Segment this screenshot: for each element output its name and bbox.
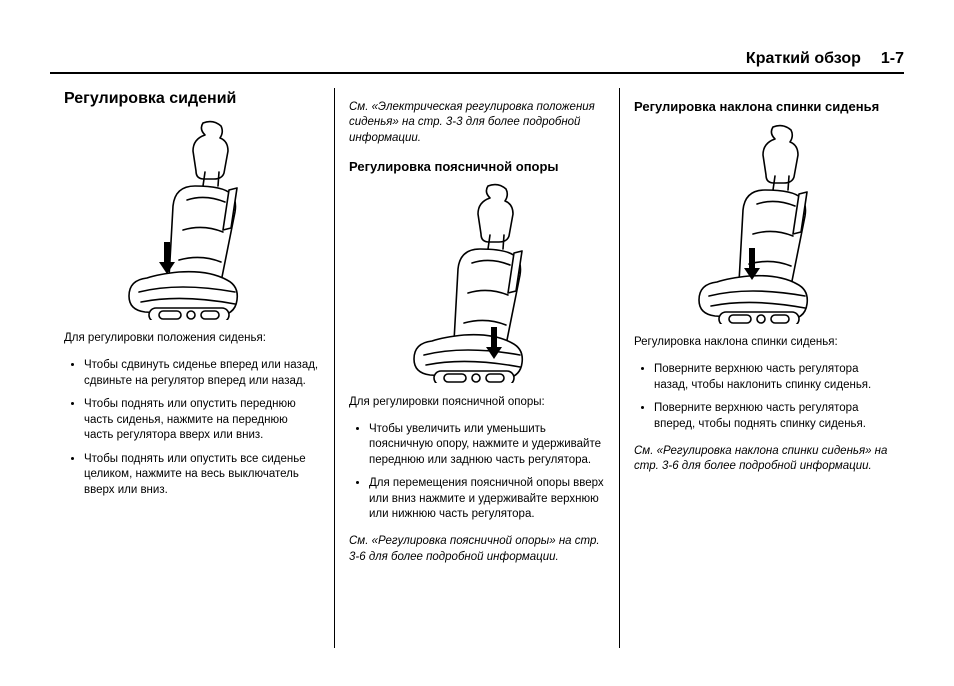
three-column-layout: Регулировка сидений Для регулировки поло	[50, 88, 904, 648]
list-item: Чтобы поднять или опустить переднюю част…	[84, 397, 320, 444]
seat-diagram-icon	[87, 120, 297, 320]
seat-figure	[64, 120, 320, 320]
list-item: Для перемещения поясничной опоры вверх и…	[369, 476, 605, 523]
seat-diagram-icon	[657, 124, 867, 324]
cross-reference: См. «Электрическая регулировка положения…	[349, 100, 605, 147]
cross-reference: См. «Регулировка наклона спинки сиденья»…	[634, 444, 890, 475]
column-recline-adjust: Регулировка наклона спинки сиденья Регул	[619, 88, 904, 648]
manual-page: Краткий обзор 1-7 Регулировка сидений	[0, 0, 954, 686]
seat-figure	[634, 124, 890, 324]
chapter-title: Краткий обзор	[746, 50, 861, 68]
bullet-list: Чтобы сдвинуть сиденье вперед или назад,…	[64, 358, 320, 498]
subsection-title: Регулировка наклона спинки сиденья	[634, 98, 890, 116]
subsection-title: Регулировка поясничной опоры	[349, 158, 605, 176]
intro-text: Для регулировки поясничной опоры:	[349, 395, 605, 411]
cross-reference: См. «Регулировка поясничной опоры» на ст…	[349, 534, 605, 565]
list-item: Поверните верхнюю часть регулятора назад…	[654, 362, 890, 393]
list-item: Чтобы увеличить или уменьшить поясничную…	[369, 422, 605, 469]
bullet-list: Чтобы увеличить или уменьшить поясничную…	[349, 422, 605, 523]
section-title: Регулировка сидений	[64, 88, 320, 110]
column-lumbar-adjust: См. «Электрическая регулировка положения…	[334, 88, 619, 648]
list-item: Чтобы поднять или опустить все сиденье ц…	[84, 452, 320, 499]
bullet-list: Поверните верхнюю часть регулятора назад…	[634, 362, 890, 432]
page-number: 1-7	[881, 50, 904, 68]
page-header: Краткий обзор 1-7	[50, 50, 904, 74]
intro-text: Регулировка наклона спинки сиденья:	[634, 335, 890, 351]
column-seat-adjust: Регулировка сидений Для регулировки поло	[50, 88, 334, 648]
seat-figure	[349, 183, 605, 383]
intro-text: Для регулировки положения сиденья:	[64, 331, 320, 347]
list-item: Чтобы сдвинуть сиденье вперед или назад,…	[84, 358, 320, 389]
seat-diagram-icon	[372, 183, 582, 383]
list-item: Поверните верхнюю часть регулятора впере…	[654, 401, 890, 432]
